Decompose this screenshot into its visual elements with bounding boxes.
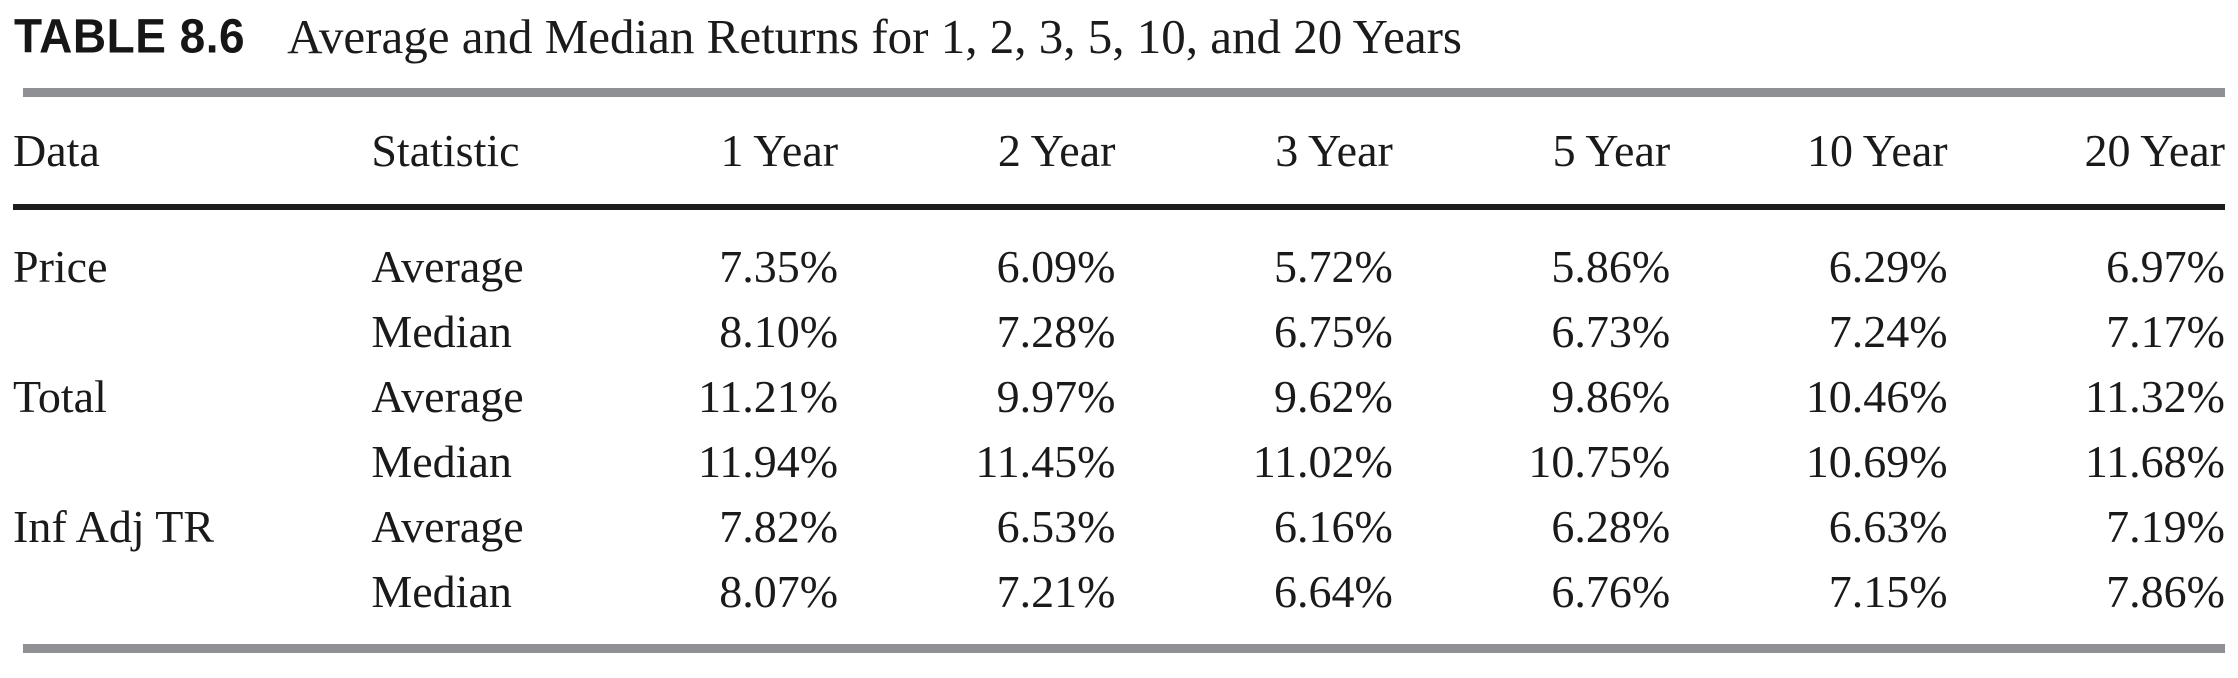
- column-header-10-year: 10 Year: [1670, 110, 1948, 210]
- value-cell: 7.19%: [2106, 500, 2225, 552]
- value-cell: 8.10%: [719, 305, 839, 357]
- value-cell: 7.86%: [2106, 565, 2225, 617]
- table-title-text: Average and Median Returns for 1, 2, 3, …: [287, 9, 1462, 64]
- value-cell: 11.21%: [697, 370, 839, 422]
- table-row: Median 8.07% 7.21% 6.64% 6.76% 7.15% 7.86%: [13, 559, 2225, 624]
- table-row: Total Average 11.21% 9.97% 9.62% 9.86% 10.46% 1…: [13, 364, 2225, 429]
- row-group-label: [13, 559, 371, 624]
- value-cell: 6.28%: [1551, 500, 1671, 552]
- value-cell: 10.46%: [1805, 370, 1948, 422]
- table-row: Median 8.10% 7.28% 6.75% 6.73% 7.24% 7.17%: [13, 299, 2225, 364]
- value-cell: 6.29%: [1828, 240, 1948, 292]
- statistic-label: Median: [371, 435, 512, 487]
- value-cell: 5.72%: [1273, 240, 1393, 292]
- column-header-2-year: 2 Year: [838, 110, 1116, 210]
- value-cell: 6.64%: [1273, 565, 1393, 617]
- value-cell: 6.09%: [996, 240, 1116, 292]
- statistic-label: Median: [371, 305, 512, 357]
- value-cell: 7.17%: [2106, 305, 2225, 357]
- value-cell: 7.82%: [719, 500, 839, 552]
- value-cell: 10.75%: [1528, 435, 1671, 487]
- statistic-label: Median: [371, 565, 512, 617]
- value-cell: 7.24%: [1828, 305, 1948, 357]
- value-cell: 7.28%: [996, 305, 1116, 357]
- row-group-label: [13, 429, 371, 494]
- header-row: Data Statistic 1 Year 2 Year 3 Year 5 Year 10 …: [13, 110, 2225, 210]
- value-cell: 6.16%: [1273, 500, 1393, 552]
- table-title: TABLE 8.6 Average and Median Returns for…: [14, 8, 1462, 65]
- value-cell: 6.97%: [2106, 240, 2225, 292]
- value-cell: 7.21%: [996, 565, 1116, 617]
- value-cell: 6.75%: [1273, 305, 1393, 357]
- table-row: Median 11.94% 11.45% 11.02% 10.75% 10.69% 11.6…: [13, 429, 2225, 494]
- value-cell: 11.32%: [2084, 370, 2225, 422]
- column-header-3-year: 3 Year: [1115, 110, 1393, 210]
- value-cell: 6.53%: [996, 500, 1116, 552]
- value-cell: 7.15%: [1828, 565, 1948, 617]
- value-cell: 8.07%: [719, 565, 839, 617]
- statistic-label: Average: [371, 500, 524, 552]
- column-header-statistic: Statistic: [371, 110, 620, 210]
- row-group-label: [13, 299, 371, 364]
- value-cell: 6.63%: [1828, 500, 1948, 552]
- table-row: Price Average 7.35% 6.09% 5.72% 5.86% 6.29% 6.9…: [13, 207, 2225, 299]
- row-group-label: Inf Adj TR: [13, 500, 215, 552]
- top-divider-rule: [23, 88, 2225, 97]
- statistic-label: Average: [371, 240, 524, 292]
- value-cell: 9.97%: [996, 370, 1116, 422]
- column-header-5-year: 5 Year: [1392, 110, 1671, 210]
- value-cell: 6.76%: [1551, 565, 1671, 617]
- value-cell: 5.86%: [1551, 240, 1671, 292]
- value-cell: 11.02%: [1252, 435, 1393, 487]
- row-group-label: Price: [13, 240, 108, 292]
- returns-table: Data Statistic 1 Year 2 Year 3 Year 5 Year 10 …: [13, 110, 2225, 624]
- column-header-1-year: 1 Year: [619, 110, 839, 210]
- value-cell: 11.45%: [975, 435, 1116, 487]
- value-cell: 6.73%: [1551, 305, 1671, 357]
- bottom-divider-rule: [23, 644, 2225, 653]
- statistic-label: Average: [371, 370, 524, 422]
- column-header-data: Data: [13, 110, 372, 210]
- table-body: Price Average 7.35% 6.09% 5.72% 5.86% 6.29% 6.9…: [13, 207, 2225, 624]
- row-group-label: Total: [13, 370, 107, 422]
- value-cell: 9.86%: [1551, 370, 1671, 422]
- value-cell: 11.68%: [2084, 435, 2225, 487]
- value-cell: 7.35%: [719, 240, 839, 292]
- table-number-label: TABLE 8.6: [14, 8, 246, 63]
- column-header-20-year: 20 Year: [1947, 110, 2225, 210]
- table-row: Inf Adj TR Average 7.82% 6.53% 6.16% 6.28% 6.6…: [13, 494, 2225, 559]
- value-cell: 9.62%: [1273, 370, 1393, 422]
- value-cell: 11.94%: [697, 435, 839, 487]
- value-cell: 10.69%: [1805, 435, 1948, 487]
